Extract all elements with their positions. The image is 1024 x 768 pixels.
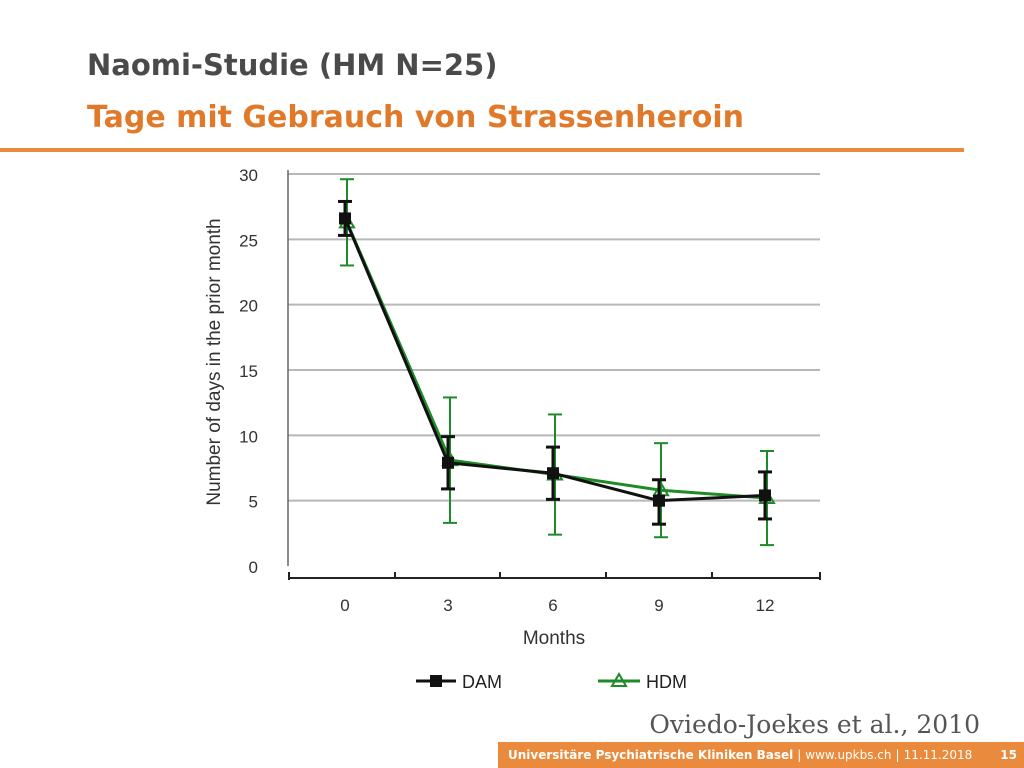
y-tick-label: 5 (249, 493, 258, 512)
y-tick-label: 25 (239, 231, 258, 250)
line-chart: 0 5 10 15 20 25 30 0 3 6 9 12 Months Number of days i… (204, 166, 821, 692)
slide-title: Naomi-Studie (HM N=25) (87, 48, 498, 82)
title-underline (0, 148, 964, 152)
x-tick-label: 12 (756, 596, 775, 615)
y-tick-label: 10 (239, 427, 258, 446)
data-point (653, 494, 665, 507)
y-tick-label: 0 (249, 558, 258, 577)
citation: Oviedo-Joekes et al., 2010 (649, 710, 980, 739)
footer-date: 11.11.2018 (903, 748, 973, 762)
data-point (442, 456, 454, 469)
legend-label: DAM (462, 672, 502, 692)
x-tick-label: 9 (654, 596, 663, 615)
y-tick-label: 15 (239, 362, 258, 381)
footer-url[interactable]: www.upkbs.ch (805, 748, 892, 762)
legend-marker (430, 675, 442, 687)
x-tick-label: 6 (548, 596, 557, 615)
series-line (345, 221, 768, 500)
data-point (547, 467, 559, 480)
x-tick-label: 3 (443, 596, 452, 615)
footer-bar: Universitäre Psychiatrische Kliniken Bas… (498, 742, 1024, 768)
legend-label: HDM (646, 672, 687, 692)
footer-separator: | (797, 748, 802, 762)
y-tick-label: 30 (239, 166, 258, 185)
x-axis-label: Months (523, 628, 585, 649)
y-axis-label: Number of days in the prior month (204, 218, 225, 505)
x-tick-label: 0 (340, 596, 349, 615)
y-tick-label: 20 (239, 297, 258, 316)
legend-marker (610, 672, 628, 687)
footer-page-number: 15 (1000, 748, 1017, 762)
data-point (339, 212, 351, 225)
footer-institution: Universitäre Psychiatrische Kliniken Bas… (508, 748, 794, 762)
slide-subtitle: Tage mit Gebrauch von Strassenheroin (87, 100, 744, 135)
footer-separator: | (895, 748, 900, 762)
data-point (759, 489, 771, 502)
